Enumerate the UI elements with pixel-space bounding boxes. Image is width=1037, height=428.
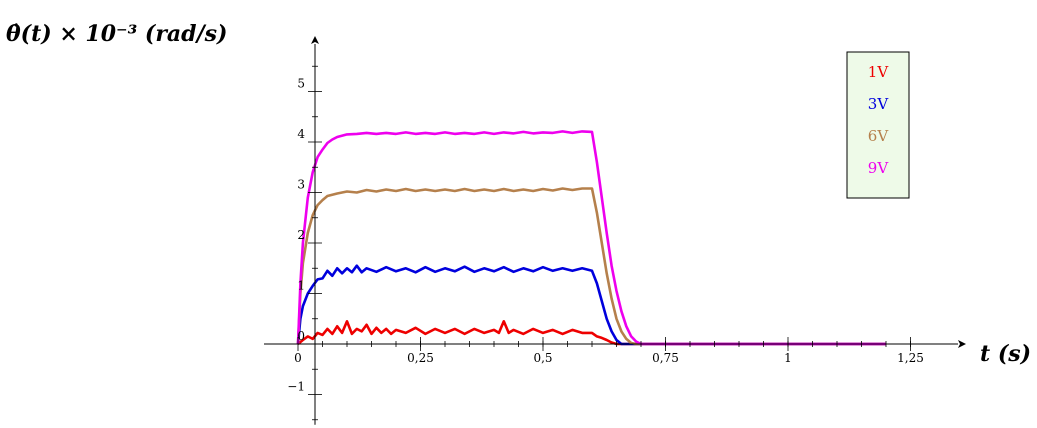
series-line-3V	[296, 264, 886, 346]
y-tick-label: −1	[287, 380, 305, 394]
legend-items: 1V 3V 6V 9V	[868, 63, 890, 177]
y-ticks: −1 0 1 2 3 4 5	[287, 65, 322, 421]
y-axis-title: θ̇(t) × 10⁻³ (rad/s)	[6, 21, 227, 47]
x-tick-label: 0,75	[652, 351, 679, 365]
y-tick-label: 0	[297, 329, 305, 343]
x-tick-label: 1	[784, 351, 792, 365]
axes: 0 0,25 0,5 0,75 1 1,25 −1 0 1 2 3 4 5	[264, 36, 966, 425]
legend-entry-6V: 6V	[868, 127, 890, 145]
x-axis-arrow	[958, 340, 966, 348]
x-axis-title: t (s)	[980, 341, 1031, 367]
series-line-6V	[296, 187, 886, 346]
y-tick-label: 2	[297, 228, 305, 242]
legend-entry-9V: 9V	[868, 159, 890, 177]
x-ticks: 0 0,25 0,5 0,75 1 1,25	[294, 337, 924, 365]
y-tick-label: 4	[297, 127, 305, 141]
legend-entry-3V: 3V	[868, 95, 890, 113]
plot-lines	[296, 130, 886, 346]
x-tick-label: 0,25	[407, 351, 434, 365]
series-line-1V	[297, 320, 886, 346]
y-tick-label: 3	[297, 178, 305, 192]
legend-box	[846, 51, 910, 199]
x-tick-label: 1,25	[897, 351, 924, 365]
series-line-9V	[296, 130, 886, 346]
y-tick-label: 5	[297, 77, 305, 91]
legend-entry-1V: 1V	[868, 63, 890, 81]
y-axis-arrow	[311, 36, 319, 44]
x-tick-label: 0	[294, 351, 302, 365]
x-tick-label: 0,5	[533, 351, 552, 365]
legend: 1V 3V 6V 9V	[846, 51, 910, 199]
y-tick-label: 1	[297, 279, 305, 293]
